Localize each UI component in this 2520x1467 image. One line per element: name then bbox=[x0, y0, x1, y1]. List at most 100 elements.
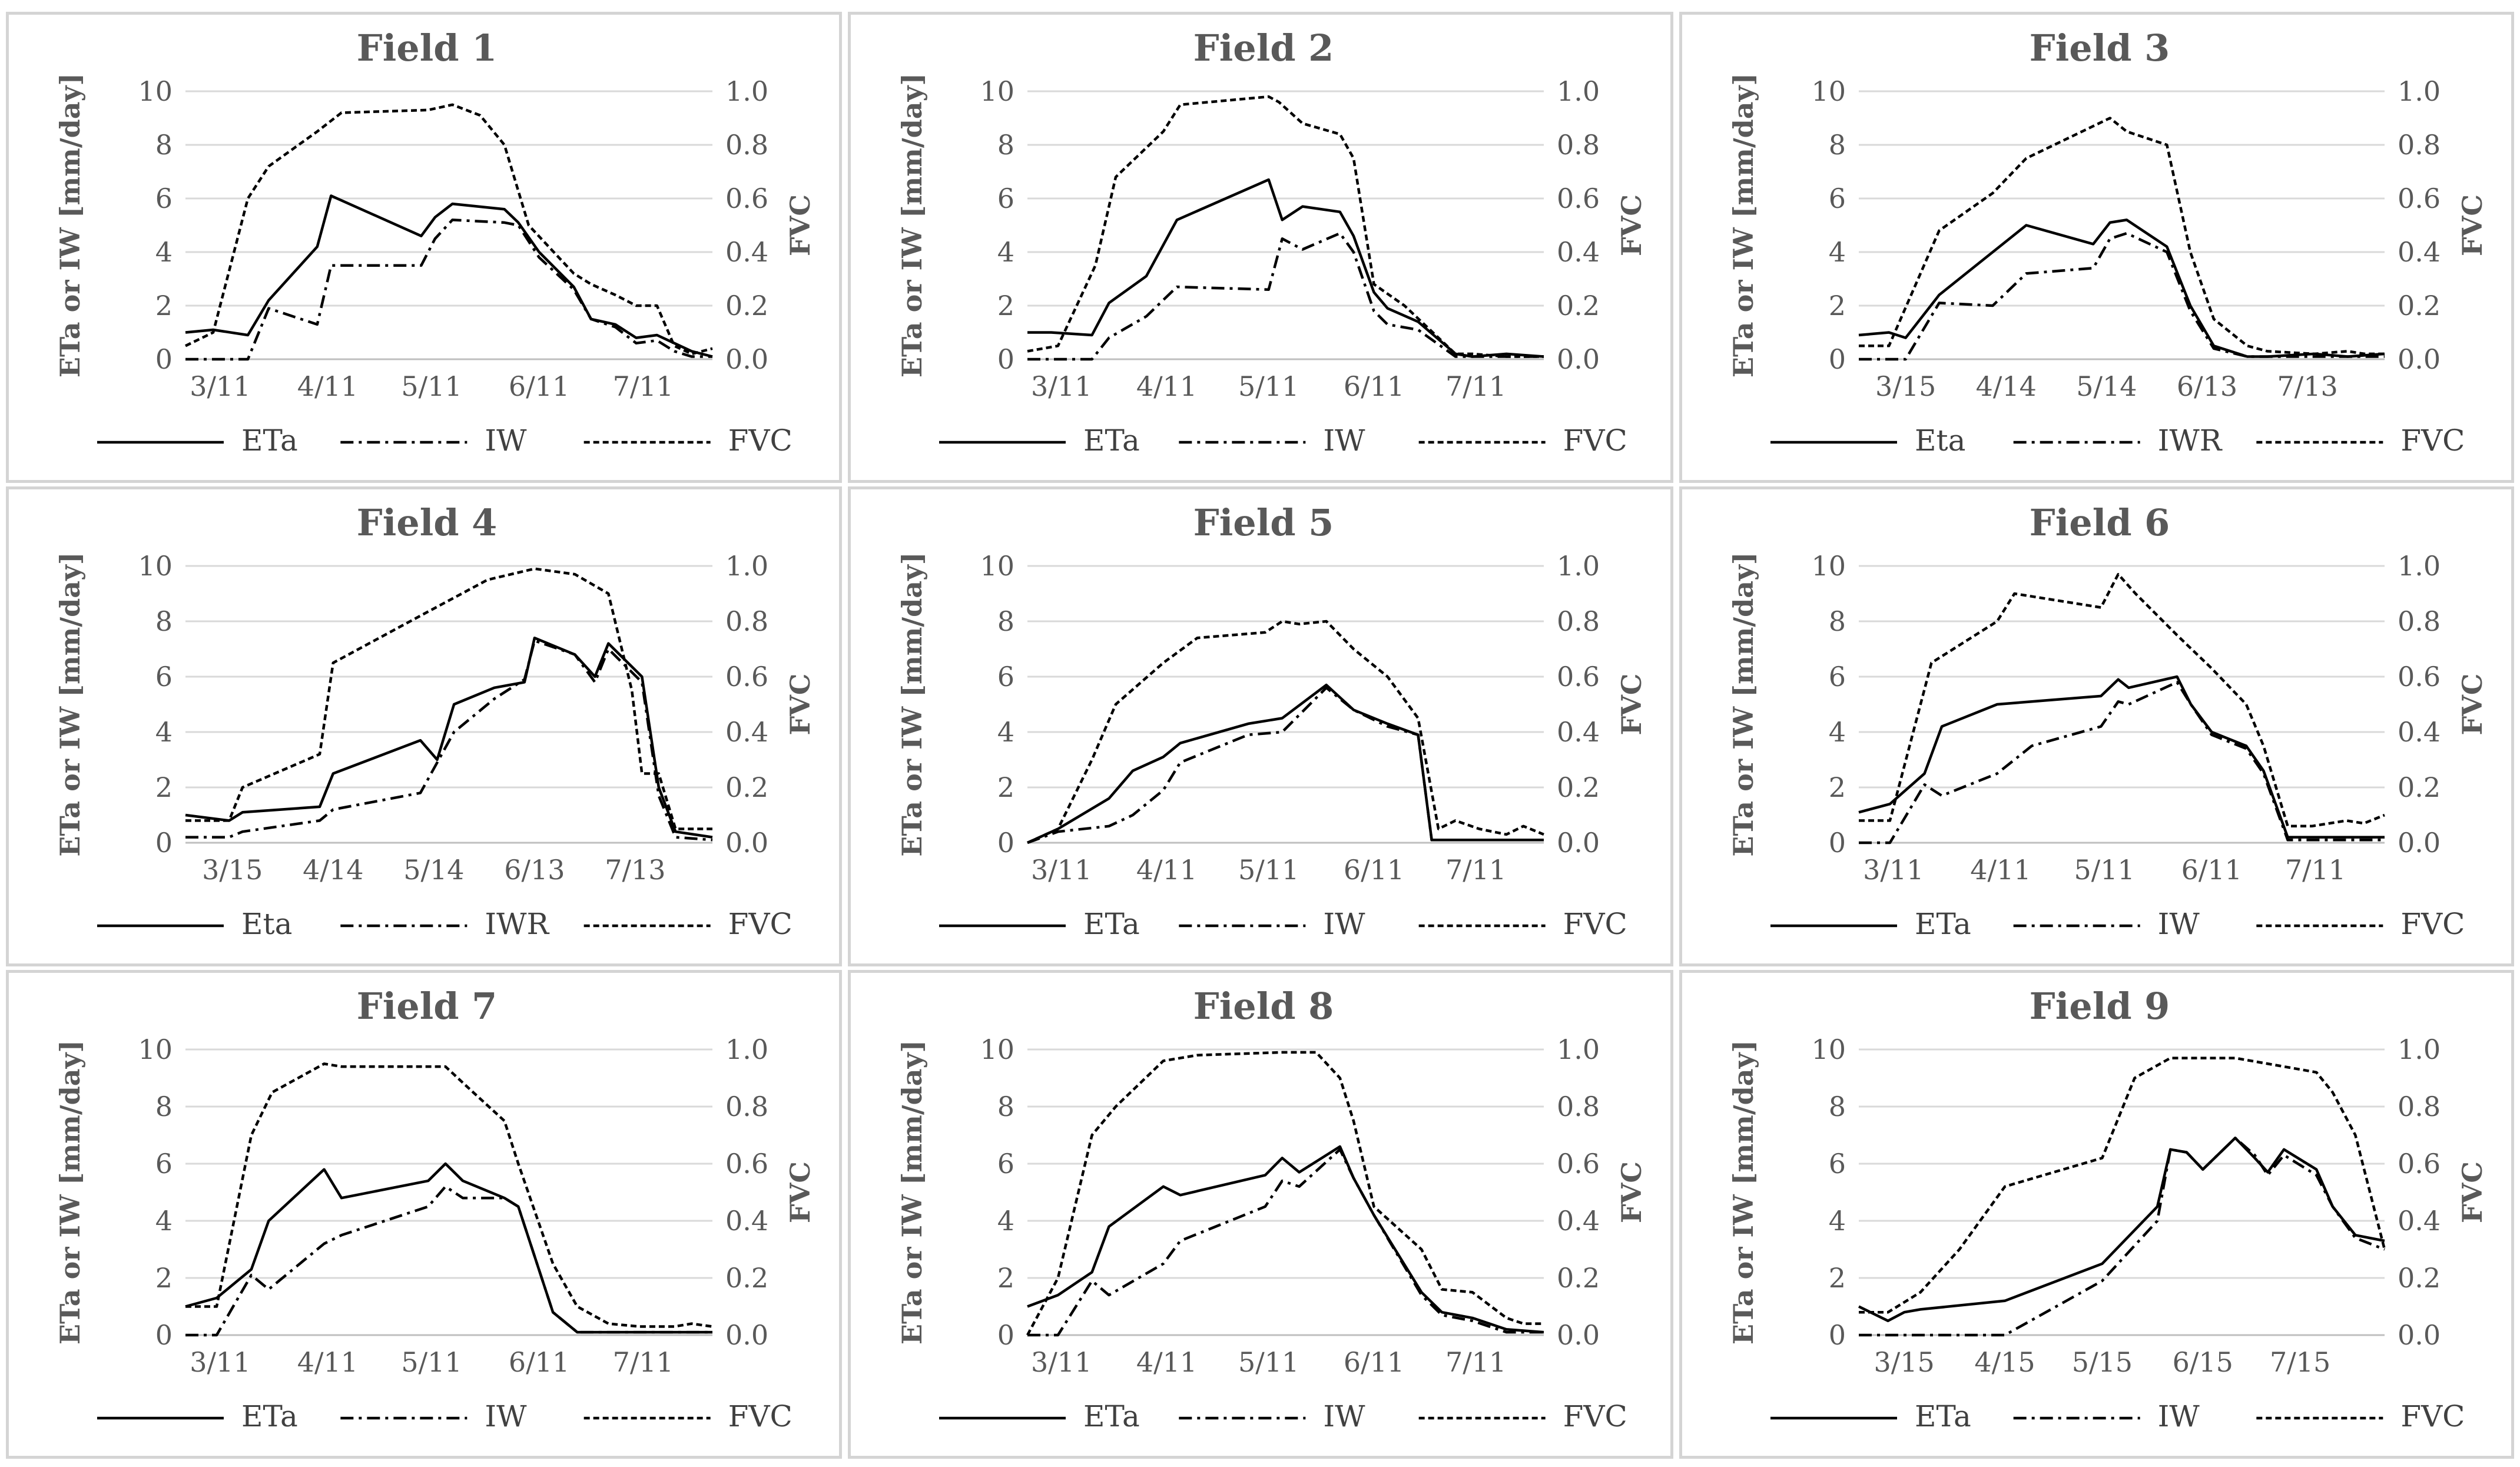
y2-tick-label: 0.8 bbox=[2398, 129, 2441, 161]
y-axis-label: ETa or IW [mm/day] bbox=[896, 1040, 928, 1345]
x-tick-label: 5/11 bbox=[1238, 1346, 1299, 1378]
x-tick-label: 7/11 bbox=[1445, 854, 1506, 886]
y-tick-label: 0 bbox=[155, 343, 173, 375]
x-tick-label: 4/11 bbox=[297, 1346, 358, 1378]
y-axis-label: ETa or IW [mm/day] bbox=[1727, 552, 1759, 856]
legend-label: FVC bbox=[1563, 907, 1627, 941]
y-axis-label: ETa or IW [mm/day] bbox=[54, 73, 86, 377]
legend-label: ETa bbox=[1083, 423, 1140, 458]
x-tick-label: 7/11 bbox=[1445, 1346, 1506, 1378]
y2-tick-label: 0.0 bbox=[2398, 343, 2441, 375]
y-tick-label: 8 bbox=[1829, 1091, 1846, 1122]
y-tick-label: 6 bbox=[1829, 183, 1846, 214]
y2-tick-label: 0.8 bbox=[725, 129, 768, 161]
y-tick-label: 8 bbox=[997, 129, 1014, 161]
y-tick-label: 8 bbox=[1829, 129, 1846, 161]
x-tick-label: 3/15 bbox=[1874, 1346, 1935, 1378]
chart-panel-9: Field 9 0 2 4 6 8 10 0.0 0.2 0.4 0.6 0.8 1.0 3/15 4/15… bbox=[1679, 970, 2514, 1459]
chart-panel-3: Field 3 0 2 4 6 8 10 0.0 0.2 0.4 0.6 0.8 1.0 3/15 4/14… bbox=[1679, 12, 2514, 483]
y-tick-label: 2 bbox=[155, 1262, 173, 1294]
y2-tick-label: 1.0 bbox=[1557, 75, 1600, 107]
legend-label: FVC bbox=[1563, 423, 1627, 458]
y-tick-label: 10 bbox=[1811, 75, 1846, 107]
legend-label: ETa bbox=[1915, 907, 1971, 941]
y-tick-label: 4 bbox=[997, 236, 1014, 268]
legend-label: ETa bbox=[241, 1399, 298, 1433]
y2-tick-label: 1.0 bbox=[725, 1034, 768, 1065]
legend-label: Eta bbox=[1915, 423, 1965, 458]
chart-panel-1: Field 1 0 2 4 6 8 10 0.0 0.2 0.4 0.6 0.8 1.0 3/11 4/11… bbox=[6, 12, 842, 483]
x-tick-label: 7/13 bbox=[605, 854, 665, 886]
series-line-eta bbox=[185, 636, 713, 839]
x-tick-label: 6/11 bbox=[1344, 370, 1404, 402]
y-tick-label: 0 bbox=[997, 343, 1014, 375]
chart-panel-5: Field 5 0 2 4 6 8 10 0.0 0.2 0.4 0.6 0.8 1.0 3/11 4/11… bbox=[848, 486, 1673, 966]
y-tick-label: 10 bbox=[138, 75, 173, 107]
y2-tick-label: 0.8 bbox=[1557, 129, 1600, 161]
x-tick-label: 4/11 bbox=[1136, 370, 1197, 402]
legend-label: ETa bbox=[1083, 1399, 1140, 1433]
legend-label: FVC bbox=[728, 907, 793, 941]
x-tick-label: 6/11 bbox=[2181, 854, 2242, 886]
x-tick-label: 3/11 bbox=[190, 1346, 250, 1378]
x-tick-label: 4/11 bbox=[297, 370, 358, 402]
y-tick-label: 2 bbox=[1829, 1262, 1846, 1294]
y-tick-label: 0 bbox=[1829, 1319, 1846, 1351]
chart-panel-6: Field 6 0 2 4 6 8 10 0.0 0.2 0.4 0.6 0.8 1.0 3/11 4/11… bbox=[1679, 486, 2514, 966]
y-tick-label: 10 bbox=[980, 75, 1014, 107]
chart-svg-5: Field 5 0 2 4 6 8 10 0.0 0.2 0.4 0.6 0.8 1.0 3/11 4/11… bbox=[896, 501, 1647, 941]
chart-svg-1: Field 1 0 2 4 6 8 10 0.0 0.2 0.4 0.6 0.8 1.0 3/11 4/11… bbox=[54, 27, 816, 458]
chart-title: Field 9 bbox=[2030, 985, 2170, 1028]
y-tick-label: 4 bbox=[1829, 1205, 1846, 1237]
y-tick-label: 8 bbox=[997, 1091, 1014, 1122]
y-tick-label: 2 bbox=[1829, 771, 1846, 803]
series-line-fvc bbox=[1027, 95, 1544, 358]
chart-svg-7: Field 7 0 2 4 6 8 10 0.0 0.2 0.4 0.6 0.8 1.0 3/11 4/11… bbox=[54, 985, 816, 1433]
x-tick-label: 5/11 bbox=[401, 370, 462, 402]
legend-label: IW bbox=[2158, 907, 2200, 941]
series-line-fvc bbox=[185, 567, 712, 830]
y2-tick-label: 1.0 bbox=[725, 75, 768, 107]
y2-tick-label: 0.4 bbox=[1557, 716, 1600, 748]
chart-svg-8: Field 8 0 2 4 6 8 10 0.0 0.2 0.4 0.6 0.8 1.0 3/11 4/11… bbox=[896, 985, 1647, 1433]
series-line-eta bbox=[1027, 1145, 1544, 1334]
legend-label: IW bbox=[1323, 907, 1365, 941]
y-tick-label: 6 bbox=[155, 1148, 173, 1180]
y2-tick-label: 0.6 bbox=[1557, 661, 1600, 693]
series-line-iwr bbox=[185, 639, 713, 842]
series-line-iwr bbox=[1859, 231, 2385, 361]
x-tick-label: 7/11 bbox=[1445, 370, 1506, 402]
x-tick-label: 6/11 bbox=[1344, 1346, 1404, 1378]
legend-label: IW bbox=[485, 1399, 527, 1433]
x-tick-label: 5/11 bbox=[1238, 854, 1299, 886]
series-line-eta bbox=[185, 194, 713, 358]
y2-tick-label: 0.4 bbox=[725, 716, 768, 748]
x-tick-label: 6/11 bbox=[509, 370, 569, 402]
x-tick-label: 3/11 bbox=[1031, 370, 1092, 402]
chart-panel-8: Field 8 0 2 4 6 8 10 0.0 0.2 0.4 0.6 0.8 1.0 3/11 4/11… bbox=[848, 970, 1673, 1459]
y-tick-label: 10 bbox=[1811, 550, 1846, 582]
y2-axis-label: FVC bbox=[784, 1161, 816, 1223]
x-tick-label: 3/11 bbox=[1031, 1346, 1092, 1378]
y2-tick-label: 0.2 bbox=[725, 1262, 768, 1294]
y-tick-label: 8 bbox=[155, 1091, 173, 1122]
y-tick-label: 10 bbox=[980, 1034, 1014, 1065]
x-tick-label: 3/15 bbox=[202, 854, 263, 886]
y-tick-label: 2 bbox=[155, 771, 173, 803]
y2-tick-label: 0.6 bbox=[725, 1148, 768, 1180]
chart-svg-3: Field 3 0 2 4 6 8 10 0.0 0.2 0.4 0.6 0.8 1.0 3/15 4/14… bbox=[1727, 27, 2488, 458]
legend-label: ETa bbox=[1915, 1399, 1971, 1433]
series-line-iw bbox=[1027, 1148, 1544, 1337]
y-tick-label: 4 bbox=[155, 1205, 173, 1237]
x-tick-label: 3/11 bbox=[1031, 854, 1092, 886]
y2-tick-label: 0.0 bbox=[725, 1319, 768, 1351]
y-tick-label: 4 bbox=[1829, 716, 1846, 748]
y2-axis-label: FVC bbox=[2456, 674, 2488, 736]
x-tick-label: 4/14 bbox=[1976, 370, 2037, 402]
x-tick-label: 3/11 bbox=[190, 370, 250, 402]
series-line-eta bbox=[1858, 675, 2385, 839]
x-tick-label: 4/15 bbox=[1974, 1346, 2035, 1378]
y-tick-label: 4 bbox=[997, 716, 1014, 748]
legend-label: Eta bbox=[241, 907, 292, 941]
legend-label: ETa bbox=[241, 423, 298, 458]
